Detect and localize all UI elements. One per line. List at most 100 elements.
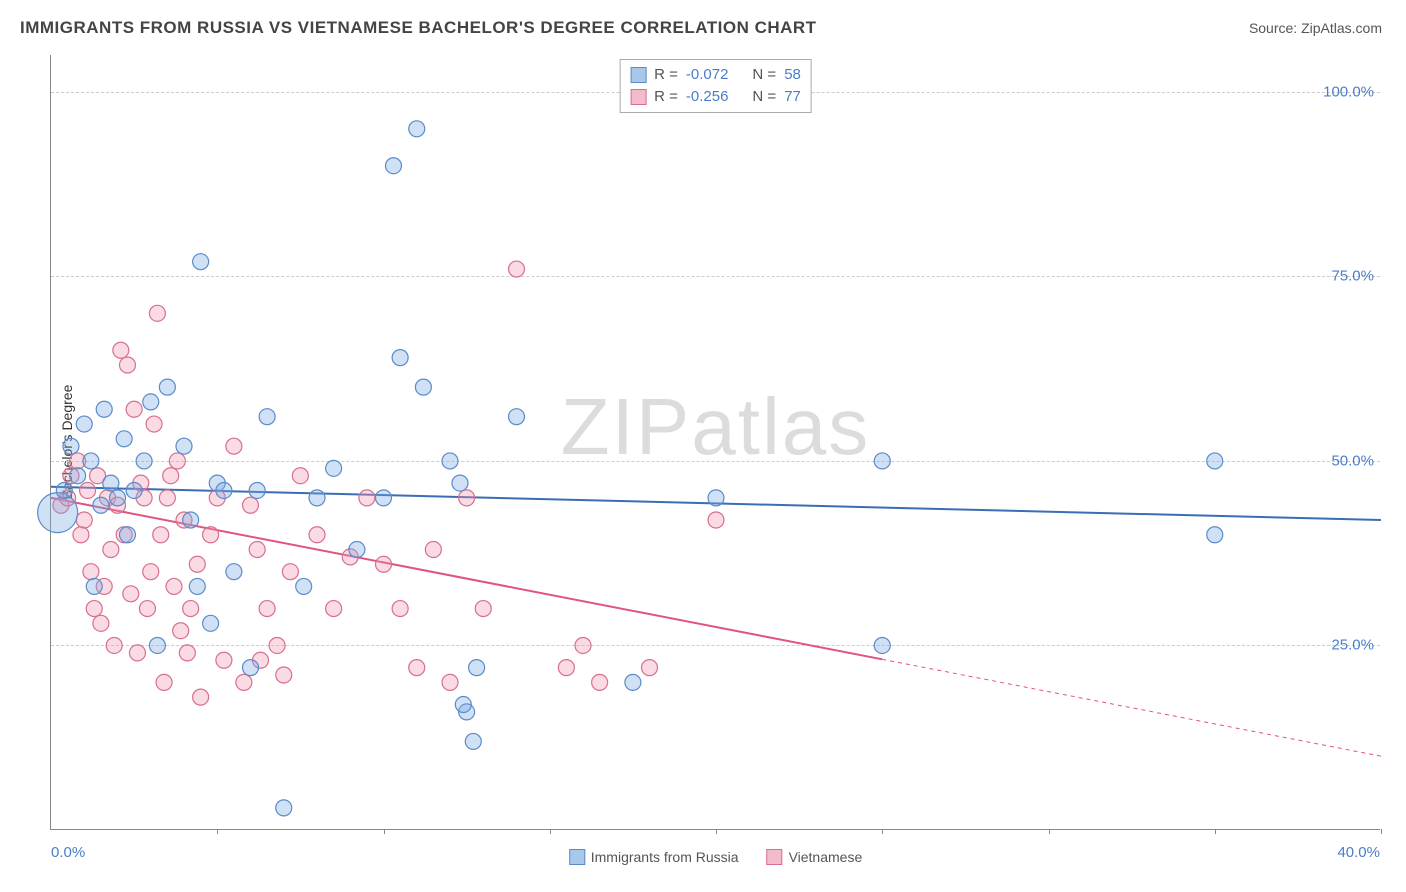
data-point [38, 493, 78, 533]
data-point [409, 121, 425, 137]
data-point [86, 601, 102, 617]
data-point [292, 468, 308, 484]
plot-area: Bachelor's Degree 25.0%50.0%75.0%100.0% … [50, 55, 1380, 830]
data-point [153, 527, 169, 543]
data-point [642, 660, 658, 676]
data-point [96, 401, 112, 417]
data-point [376, 556, 392, 572]
data-point [119, 357, 135, 373]
data-point [146, 416, 162, 432]
chart-title: IMMIGRANTS FROM RUSSIA VS VIETNAMESE BAC… [20, 18, 817, 38]
x-tick-mark [1215, 829, 1216, 834]
stats-swatch [630, 67, 646, 83]
data-point [309, 527, 325, 543]
data-point [509, 409, 525, 425]
data-point [103, 475, 119, 491]
data-point [149, 305, 165, 321]
data-point [103, 542, 119, 558]
x-tick-mark [217, 829, 218, 834]
data-point [415, 379, 431, 395]
data-point [442, 453, 458, 469]
stats-row: R =-0.256N =77 [630, 86, 801, 108]
data-point [203, 527, 219, 543]
data-point [708, 490, 724, 506]
data-point [459, 490, 475, 506]
data-point [509, 261, 525, 277]
x-tick-mark [882, 829, 883, 834]
data-point [452, 475, 468, 491]
data-point [376, 490, 392, 506]
data-point [1207, 453, 1223, 469]
data-point [276, 800, 292, 816]
data-point [385, 158, 401, 174]
data-point [159, 490, 175, 506]
data-point [139, 601, 155, 617]
stats-n-label: N = [752, 86, 776, 108]
chart-canvas [51, 55, 1380, 829]
data-point [425, 542, 441, 558]
data-point [189, 556, 205, 572]
data-point [193, 254, 209, 270]
x-tick-mark [1049, 829, 1050, 834]
data-point [475, 601, 491, 617]
data-point [176, 438, 192, 454]
stats-swatch [630, 89, 646, 105]
data-point [326, 601, 342, 617]
data-point [575, 637, 591, 653]
data-point [392, 601, 408, 617]
stats-r-value: -0.256 [686, 86, 729, 108]
stats-n-value: 58 [784, 64, 801, 86]
data-point [625, 674, 641, 690]
data-point [189, 578, 205, 594]
data-point [226, 564, 242, 580]
data-point [236, 674, 252, 690]
data-point [80, 482, 96, 498]
legend-label: Vietnamese [789, 849, 863, 865]
data-point [592, 674, 608, 690]
data-point [276, 667, 292, 683]
data-point [123, 586, 139, 602]
data-point [249, 542, 265, 558]
data-point [193, 689, 209, 705]
data-point [326, 460, 342, 476]
data-point [243, 660, 259, 676]
data-point [226, 438, 242, 454]
data-point [93, 615, 109, 631]
data-point [166, 578, 182, 594]
data-point [216, 482, 232, 498]
data-point [126, 401, 142, 417]
data-point [282, 564, 298, 580]
correlation-stats-box: R =-0.072N =58R =-0.256N =77 [619, 59, 812, 113]
data-point [455, 697, 471, 713]
data-point [173, 623, 189, 639]
data-point [243, 497, 259, 513]
data-point [259, 601, 275, 617]
data-point [83, 564, 99, 580]
stats-r-value: -0.072 [686, 64, 729, 86]
data-point [558, 660, 574, 676]
x-tick-mark [1381, 829, 1382, 834]
data-point [116, 431, 132, 447]
data-point [149, 637, 165, 653]
x-axis-min-label: 0.0% [51, 844, 85, 861]
data-point [249, 482, 265, 498]
data-point [203, 615, 219, 631]
data-point [113, 342, 129, 358]
data-point [169, 453, 185, 469]
legend-item: Vietnamese [767, 849, 863, 865]
data-point [70, 468, 86, 484]
data-point [309, 490, 325, 506]
stats-r-label: R = [654, 86, 678, 108]
data-point [874, 453, 890, 469]
data-point [183, 601, 199, 617]
data-point [73, 527, 89, 543]
data-point [106, 637, 122, 653]
legend-swatch [569, 849, 585, 865]
stats-row: R =-0.072N =58 [630, 64, 801, 86]
trend-line-dash-1 [882, 659, 1381, 756]
data-point [1207, 527, 1223, 543]
data-point [269, 637, 285, 653]
data-point [349, 542, 365, 558]
data-point [119, 527, 135, 543]
data-point [63, 438, 79, 454]
